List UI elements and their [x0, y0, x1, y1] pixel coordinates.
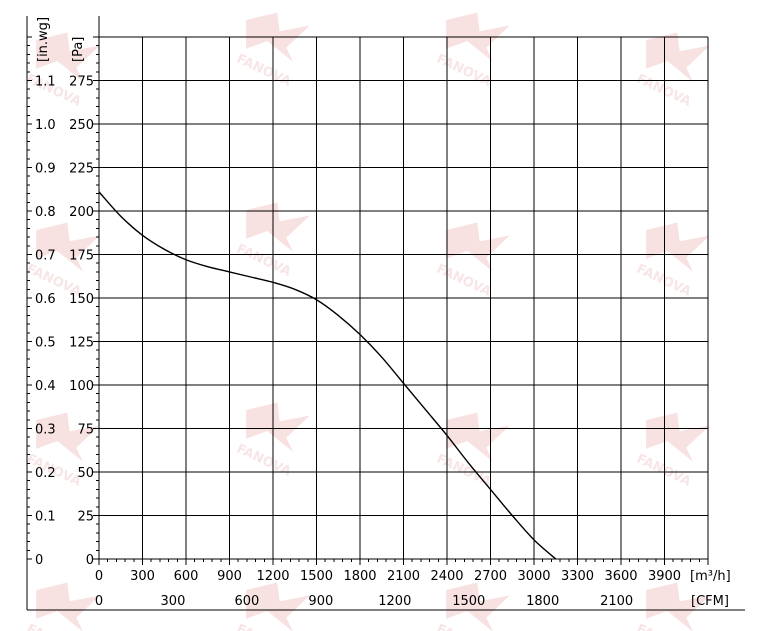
x-tick-label: 300: [130, 569, 155, 584]
y2-tick-label: 0.7: [35, 249, 56, 264]
watermark-logo: FANOVA: [234, 402, 310, 480]
watermark-text: FANOVA: [234, 442, 293, 480]
y2-tick-label: 0.3: [35, 423, 56, 438]
y-tick-label: 100: [69, 379, 94, 394]
y2-tick-label: 1.1: [35, 75, 56, 90]
watermark-text: FANOVA: [634, 452, 693, 490]
y-tick-label: 275: [69, 75, 94, 90]
x-tick-label: 1800: [343, 569, 376, 584]
x-tick-label: 2100: [387, 569, 420, 584]
watermark-logo: FANOVA: [234, 12, 310, 90]
watermark-text: FANOVA: [634, 262, 693, 300]
x-tick-label: 900: [217, 569, 242, 584]
watermark-shape: [246, 582, 310, 631]
y-tick-label: 25: [77, 510, 94, 525]
watermark-shape: [646, 222, 710, 272]
y-tick-label: 150: [69, 292, 94, 307]
x-axis-unit-cfm: [CFM]: [691, 594, 729, 609]
x2-tick-label: 300: [161, 594, 186, 609]
x-tick-label: 2400: [430, 569, 463, 584]
watermark-shape: [36, 32, 100, 82]
x-axis-unit-m3h: [m³/h]: [690, 569, 731, 584]
watermark-shape: [36, 222, 100, 272]
watermark-logo: FANOVA: [24, 582, 100, 631]
x-tick-label: 1500: [300, 569, 333, 584]
watermark-shape: [36, 582, 100, 631]
y2-tick-label: 0.4: [35, 379, 56, 394]
x-tick-label: 3900: [648, 569, 681, 584]
watermark-logo: FANOVA: [234, 202, 310, 280]
y2-tick-label: 1.0: [35, 118, 56, 133]
x-tick-label: 3000: [517, 569, 550, 584]
y2-tick-label: 0.6: [35, 292, 56, 307]
y-tick-label: 250: [69, 118, 94, 133]
x-tick-label: 0: [95, 569, 103, 584]
x2-tick-label: 1500: [452, 594, 485, 609]
y-axis-unit-inwg: [in.wg]: [36, 17, 51, 62]
y-tick-label: 0: [86, 553, 94, 568]
x-tick-label: 600: [174, 569, 199, 584]
watermark-shape: [446, 222, 510, 272]
watermark-shape: [36, 412, 100, 462]
grid-lines: [98, 36, 709, 560]
y2-tick-label: 0.5: [35, 336, 56, 351]
watermark-shape: [246, 402, 310, 452]
x2-tick-label: 1200: [378, 594, 411, 609]
y2-tick-label: 0: [35, 553, 43, 568]
axis-ticks: [27, 36, 709, 565]
watermark-logo: FANOVA: [24, 32, 100, 110]
watermark-shape: [646, 412, 710, 462]
x2-tick-label: 1800: [526, 594, 559, 609]
watermark-text: FANOVA: [634, 72, 693, 110]
watermark-logo: FANOVA: [634, 32, 710, 110]
y2-tick-label: 0.2: [35, 466, 56, 481]
watermark-logo: FANOVA: [434, 12, 510, 90]
watermark-shape: [646, 582, 710, 631]
x2-tick-label: 2100: [600, 594, 633, 609]
watermark-logo: FANOVA: [434, 412, 510, 490]
x-tick-label: 2700: [474, 569, 507, 584]
watermark-text: FANOVA: [434, 262, 493, 300]
y2-tick-label: 0.1: [35, 510, 56, 525]
y-tick-label: 225: [69, 162, 94, 177]
performance-curve: [98, 191, 557, 560]
watermark-text: FANOVA: [234, 242, 293, 280]
y2-tick-label: 0.9: [35, 162, 56, 177]
watermark-shape: [246, 202, 310, 252]
watermark-layer: FANOVA FANOVA FANOVA FANOVA FANOVA FANOVA FANO…: [24, 12, 710, 631]
watermark-text: FANOVA: [234, 52, 293, 90]
x-tick-label: 1200: [256, 569, 289, 584]
y-tick-label: 200: [69, 205, 94, 220]
x2-tick-label: 900: [308, 594, 333, 609]
y2-tick-label: 0.8: [35, 205, 56, 220]
watermark-logo: FANOVA: [634, 412, 710, 490]
x2-tick-label: 0: [95, 594, 103, 609]
x2-tick-label: 600: [234, 594, 259, 609]
axes: [26, 16, 745, 611]
y-axis-unit-pa: [Pa]: [71, 37, 86, 62]
y-tick-label: 175: [69, 249, 94, 264]
watermark-shape: [646, 32, 710, 82]
x-tick-label: 3600: [604, 569, 637, 584]
tick-labels: 0 300 600 900 1200 1500 1800 2100 2400 2700 3000 33…: [35, 75, 681, 610]
y-tick-label: 125: [69, 336, 94, 351]
x-tick-label: 3300: [561, 569, 594, 584]
watermark-text: FANOVA: [434, 52, 493, 90]
y-tick-label: 50: [77, 466, 94, 481]
watermark-shape: [446, 582, 510, 631]
watermark-shape: [446, 412, 510, 462]
y-tick-label: 75: [77, 423, 94, 438]
